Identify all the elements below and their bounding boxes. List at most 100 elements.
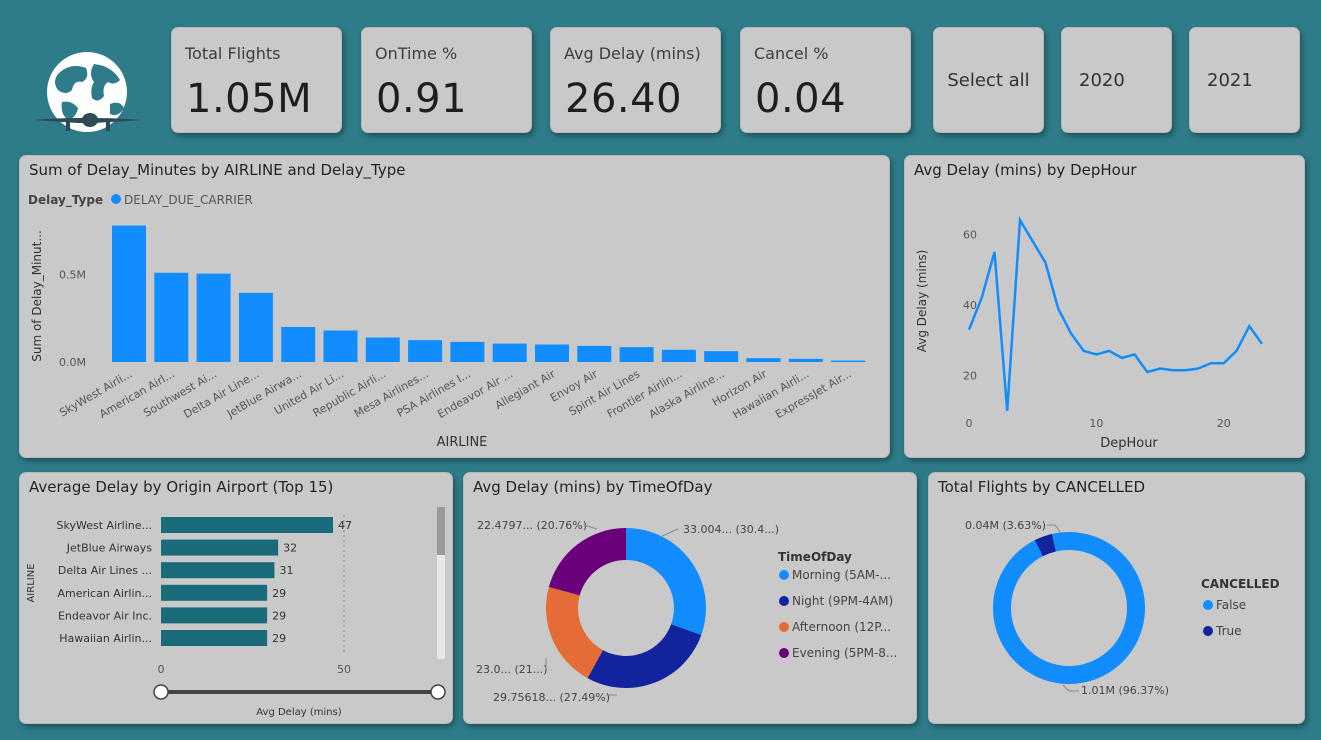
donut-slice[interactable] bbox=[548, 528, 626, 596]
legend-marker bbox=[779, 622, 789, 632]
kpi-cancel-percent: Cancel % 0.04 bbox=[740, 27, 911, 133]
y-tick-label: 0.5M bbox=[59, 269, 86, 282]
bar[interactable] bbox=[161, 562, 275, 579]
leader-line bbox=[1047, 524, 1062, 534]
bar[interactable] bbox=[492, 343, 527, 362]
bar[interactable] bbox=[161, 584, 268, 601]
kpi-avg-delay: Avg Delay (mins) 26.40 bbox=[550, 27, 721, 133]
chart-title: Total Flights by CANCELLED bbox=[938, 478, 1146, 496]
flights-by-cancelled-chart: 1.01M (96.37%) 0.04M (3.63%) CANCELLED Fa… bbox=[965, 519, 1280, 697]
donut-slice[interactable] bbox=[587, 624, 702, 688]
bar[interactable] bbox=[619, 347, 654, 362]
legend-entry[interactable]: Night (9PM-4AM) bbox=[792, 594, 893, 608]
bar[interactable] bbox=[323, 330, 358, 363]
kpi-ontime-percent: OnTime % 0.91 bbox=[361, 27, 532, 133]
data-label: 29 bbox=[272, 587, 286, 600]
donut-slice[interactable] bbox=[626, 528, 706, 636]
legend-marker bbox=[779, 570, 789, 580]
globe-airplane-icon bbox=[28, 52, 146, 138]
y-tick-label: JetBlue Airways bbox=[66, 542, 153, 555]
data-label: 29.75618... (27.49%) bbox=[493, 691, 610, 704]
y-axis-label: AIRLINE bbox=[26, 563, 37, 602]
chart-title: Sum of Delay_Minutes by AIRLINE and Dela… bbox=[29, 161, 406, 179]
legend-marker bbox=[111, 194, 121, 204]
scrollbar-thumb[interactable] bbox=[437, 507, 445, 555]
bar[interactable] bbox=[450, 341, 485, 362]
x-tick-label: ExpressJet Air... bbox=[773, 367, 853, 421]
x-axis-label: AIRLINE bbox=[437, 435, 488, 450]
data-label: 22.4797... (20.76%) bbox=[477, 519, 587, 532]
bar[interactable] bbox=[238, 292, 273, 362]
range-slider-end-handle[interactable] bbox=[430, 684, 446, 700]
flights-by-cancelled-panel: Total Flights by CANCELLED 1.01M (96.37%… bbox=[928, 472, 1305, 724]
x-tick-label: Republic Airli... bbox=[311, 367, 389, 419]
bar[interactable] bbox=[161, 517, 334, 533]
kpi-label: Total Flights bbox=[185, 44, 281, 63]
legend-entry[interactable]: True bbox=[1215, 624, 1242, 638]
data-label: 32 bbox=[283, 542, 297, 555]
bar[interactable] bbox=[161, 630, 268, 646]
bar[interactable] bbox=[535, 344, 569, 363]
data-label: 29 bbox=[272, 609, 286, 622]
legend-entry[interactable]: Evening (5PM-8... bbox=[792, 646, 897, 660]
delay-by-airline-chart: Delay_Type DELAY_DUE_CARRIER Sum of Dela… bbox=[28, 193, 866, 450]
kpi-value: 26.40 bbox=[565, 76, 683, 122]
slicer-select-all-button[interactable]: Select all bbox=[933, 27, 1044, 133]
series-line bbox=[967, 216, 1264, 411]
data-label: 0.04M (3.63%) bbox=[965, 519, 1046, 532]
legend-entry: DELAY_DUE_CARRIER bbox=[124, 193, 253, 207]
chart-title: Average Delay by Origin Airport (Top 15) bbox=[29, 478, 334, 496]
bar[interactable] bbox=[831, 360, 866, 362]
slicer-2020-button[interactable]: 2020 bbox=[1061, 27, 1172, 133]
delay-by-origin-panel: Average Delay by Origin Airport (Top 15)… bbox=[19, 472, 453, 724]
kpi-label: Cancel % bbox=[754, 44, 829, 63]
data-label: 1.01M (96.37%) bbox=[1081, 684, 1169, 697]
x-tick-label: 0 bbox=[158, 663, 165, 676]
kpi-value: 1.05M bbox=[186, 76, 313, 122]
legend-entry[interactable]: Morning (5AM-... bbox=[792, 568, 891, 582]
legend-title: CANCELLED bbox=[1201, 577, 1280, 591]
chart-title: Avg Delay (mins) by TimeOfDay bbox=[473, 478, 713, 496]
bar[interactable] bbox=[746, 358, 781, 362]
leader-line bbox=[583, 524, 598, 530]
bar[interactable] bbox=[161, 539, 279, 556]
slider-label: Avg Delay (mins) bbox=[256, 707, 342, 718]
bar[interactable] bbox=[408, 340, 443, 362]
y-tick-label: Endeavor Air Inc. bbox=[58, 609, 152, 622]
bar[interactable] bbox=[577, 345, 612, 362]
donut-slice[interactable] bbox=[546, 586, 603, 679]
range-slider-start-handle[interactable] bbox=[153, 684, 169, 700]
bar[interactable] bbox=[365, 337, 400, 363]
legend-title: TimeOfDay bbox=[778, 550, 852, 564]
data-label: 23.0... (21...) bbox=[476, 663, 548, 676]
slicer-2021-button[interactable]: 2021 bbox=[1189, 27, 1300, 133]
y-tick-label: Hawaiian Airlin... bbox=[59, 632, 152, 645]
legend-entry[interactable]: Afternoon (12P... bbox=[792, 620, 891, 634]
x-tick-label: 0 bbox=[966, 417, 973, 430]
kpi-label: OnTime % bbox=[375, 44, 458, 63]
legend-marker bbox=[1203, 626, 1213, 636]
bar[interactable] bbox=[788, 358, 823, 362]
x-tick-label: 20 bbox=[1217, 417, 1231, 430]
x-axis-label: DepHour bbox=[1100, 436, 1158, 451]
x-tick-label: SkyWest Airli... bbox=[57, 367, 134, 419]
bar[interactable] bbox=[154, 272, 189, 362]
bar[interactable] bbox=[196, 273, 231, 362]
legend-entry[interactable]: False bbox=[1216, 598, 1246, 612]
delay-by-airline-panel: Sum of Delay_Minutes by AIRLINE and Dela… bbox=[19, 155, 890, 458]
leader-line bbox=[1062, 684, 1079, 692]
legend-marker bbox=[779, 648, 789, 658]
kpi-label: Avg Delay (mins) bbox=[564, 44, 701, 63]
bar[interactable] bbox=[161, 607, 268, 624]
y-tick-label: SkyWest Airline... bbox=[57, 519, 152, 532]
data-label: 31 bbox=[279, 564, 293, 577]
donut-slice[interactable] bbox=[1034, 533, 1056, 557]
bar[interactable] bbox=[281, 327, 316, 362]
y-axis-label: Sum of Delay_Minut... bbox=[30, 230, 44, 362]
bar[interactable] bbox=[661, 349, 696, 362]
scrollbar-track[interactable] bbox=[437, 507, 445, 659]
bar[interactable] bbox=[112, 225, 146, 363]
bar[interactable] bbox=[704, 351, 739, 362]
donut-slice[interactable] bbox=[993, 532, 1145, 684]
delay-by-timeofday-chart: 33.004... (30.4...) 29.75618... (27.49%) 2… bbox=[476, 519, 897, 704]
